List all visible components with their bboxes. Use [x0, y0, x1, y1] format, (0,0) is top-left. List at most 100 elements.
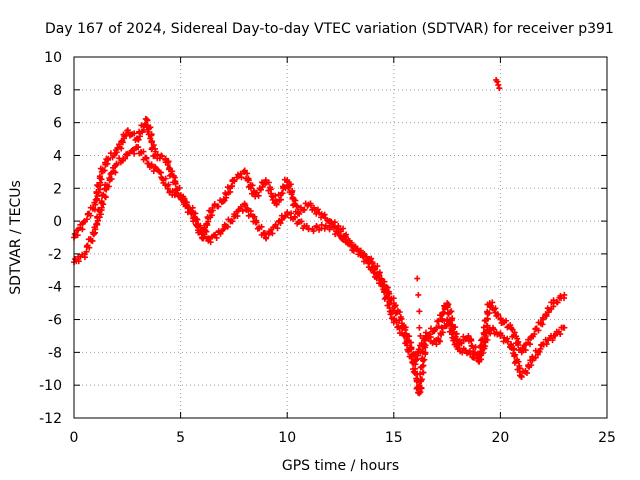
x-tick-label: 10	[278, 430, 296, 446]
data-point	[435, 335, 442, 342]
y-tick-label: -4	[48, 280, 62, 296]
data-point	[371, 266, 378, 273]
data-point	[277, 220, 284, 227]
data-point	[402, 330, 409, 337]
data-point	[546, 306, 553, 313]
data-point	[418, 376, 425, 383]
data-point	[435, 323, 442, 330]
data-point	[494, 78, 501, 85]
data-point	[395, 323, 402, 330]
data-point	[113, 161, 120, 168]
data-point	[255, 192, 262, 199]
data-point	[348, 241, 355, 248]
data-point	[296, 210, 303, 217]
data-point	[404, 337, 411, 344]
data-point	[538, 319, 545, 326]
data-point	[555, 328, 562, 335]
data-point	[311, 204, 318, 211]
data-point	[515, 341, 522, 348]
data-point	[148, 138, 155, 145]
data-point	[550, 297, 557, 304]
data-point	[543, 312, 550, 319]
data-point	[518, 373, 525, 380]
data-point	[99, 166, 106, 173]
data-point	[408, 345, 415, 352]
data-point	[392, 302, 399, 309]
data-point	[280, 214, 287, 221]
data-point	[291, 214, 298, 221]
y-tick-label: 4	[53, 148, 62, 164]
data-point	[239, 207, 246, 214]
data-point	[247, 211, 254, 218]
data-point	[129, 131, 136, 138]
data-point	[480, 324, 487, 331]
data-point	[285, 184, 292, 191]
data-point	[415, 389, 422, 396]
data-point	[419, 362, 426, 369]
data-point	[274, 225, 281, 232]
data-point	[369, 260, 376, 267]
data-point	[291, 201, 298, 208]
data-point	[449, 334, 456, 341]
data-point	[294, 203, 301, 210]
data-point	[201, 224, 208, 231]
y-tick-label: 10	[44, 50, 62, 66]
data-point	[103, 182, 110, 189]
data-point	[522, 347, 529, 354]
data-point	[314, 206, 321, 213]
data-point	[100, 191, 107, 198]
data-point	[387, 311, 394, 318]
data-point	[454, 340, 461, 347]
data-point	[496, 85, 503, 92]
data-point	[542, 312, 549, 319]
data-point	[353, 246, 360, 253]
data-point	[445, 310, 452, 317]
data-point	[343, 239, 350, 246]
data-point	[501, 319, 508, 326]
data-point	[300, 206, 307, 213]
data-point	[484, 336, 491, 343]
data-point	[361, 251, 368, 258]
data-point	[386, 290, 393, 297]
data-point	[253, 189, 260, 196]
data-point	[129, 147, 136, 154]
data-point	[118, 145, 125, 152]
data-point	[300, 225, 307, 232]
y-tick-label: -12	[39, 411, 62, 427]
data-point	[416, 308, 423, 315]
data-point	[237, 203, 244, 210]
data-point	[98, 176, 105, 183]
data-point	[87, 236, 94, 243]
data-point	[490, 326, 497, 333]
data-point	[158, 153, 165, 160]
y-tick-label: 6	[53, 116, 62, 132]
y-tick-label: 2	[53, 181, 62, 197]
data-point	[329, 224, 336, 231]
data-point	[111, 152, 118, 159]
data-point	[406, 333, 413, 340]
data-point	[417, 332, 424, 339]
data-point	[535, 349, 542, 356]
data-point	[237, 170, 244, 177]
data-point	[269, 196, 276, 203]
data-point	[526, 341, 533, 348]
data-point	[208, 212, 215, 219]
y-tick-label: 8	[53, 83, 62, 99]
data-point	[497, 331, 504, 338]
data-point	[543, 341, 550, 348]
data-point	[79, 226, 86, 233]
data-point	[467, 350, 474, 357]
data-point	[238, 174, 245, 181]
data-point	[166, 164, 173, 171]
data-point	[370, 269, 377, 276]
data-point	[136, 130, 143, 137]
data-point	[309, 226, 316, 233]
data-point	[207, 208, 214, 215]
data-point	[394, 309, 401, 316]
data-point	[418, 340, 425, 347]
data-point	[512, 358, 519, 365]
data-point	[440, 310, 447, 317]
x-tick-label: 15	[385, 430, 403, 446]
data-point	[415, 346, 422, 353]
